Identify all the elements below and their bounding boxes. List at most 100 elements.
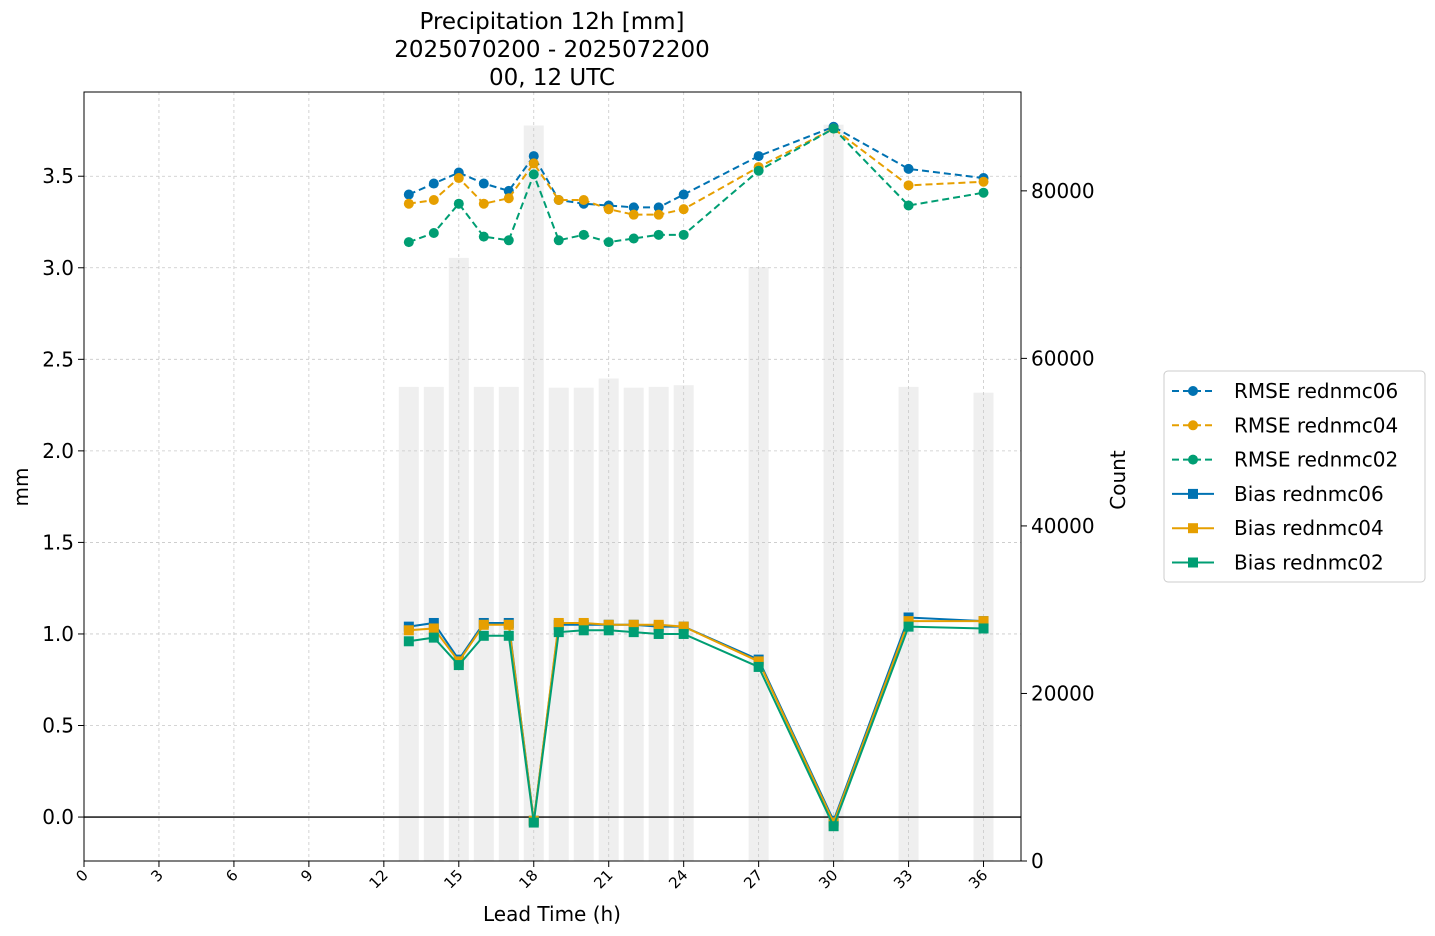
data-point [403,198,414,209]
y-tick-label: 1.0 [42,622,74,646]
grid [83,92,1021,861]
series-line [408,620,984,826]
legend-entry: RMSE rednmc06 [1172,379,1398,403]
data-point [478,198,489,209]
chart-title-line-2: 2025070200 - 2025072200 [394,37,710,63]
data-point [653,202,664,213]
count-bar [598,378,619,861]
legend-label: Bias rednmc06 [1234,482,1384,506]
data-point [578,195,589,206]
data-point [578,625,589,636]
y2-tick-label: 40000 [1031,514,1095,538]
x-tick-label: 0 [72,866,91,885]
series-line [408,127,984,216]
y2-axis-ticks: 0 20000 40000 60000 80000 [1021,179,1095,873]
data-point [628,233,639,244]
legend-marker [1188,454,1198,465]
legend-entry: Bias rednmc02 [1172,551,1384,575]
legend-entry: Bias rednmc06 [1172,482,1384,506]
data-point [678,628,689,639]
data-point [678,204,689,215]
data-point [453,198,464,209]
y-tick-label: 2.5 [42,347,74,371]
data-point [753,165,764,176]
data-point [478,630,489,641]
series-lines [403,121,989,832]
data-point [753,151,764,162]
y-tick-label: 1.5 [42,530,74,554]
series-rmse-rednmc04 [403,123,989,220]
x-tick-label: 12 [365,866,391,892]
data-point [578,617,589,628]
series-rmse-rednmc06 [403,121,989,213]
legend-label: RMSE rednmc04 [1234,413,1398,437]
data-point [628,202,639,213]
data-point [678,229,689,240]
legend-entries: RMSE rednmc06 RMSE rednmc04 RMSE rednmc02 B… [1172,379,1398,575]
x-tick-label: 21 [590,866,616,892]
data-point [553,617,564,628]
y-tick-label: 2.0 [42,439,74,463]
legend-marker [1188,386,1198,396]
data-point [428,178,439,189]
series-line [408,125,984,209]
data-point [553,195,564,206]
data-point [528,158,539,169]
data-point [653,619,664,630]
count-bar [823,124,844,862]
data-point [903,621,914,632]
legend-label: Bias rednmc02 [1234,551,1384,575]
legend-entry: RMSE rednmc04 [1172,413,1398,437]
data-point [578,229,589,240]
data-point [428,632,439,643]
x-tick-label: 18 [515,866,541,892]
data-point [428,227,439,238]
x-tick-label: 15 [440,866,466,892]
legend-label: Bias rednmc04 [1234,516,1384,540]
legend-marker [1188,420,1198,431]
data-point [478,178,489,189]
count-bar [448,257,469,861]
x-tick-label: 24 [665,866,691,892]
data-point [553,627,564,638]
y-axis-label: mm [9,468,33,507]
series-bias-rednmc02 [403,621,989,832]
x-axis-label: Lead Time (h) [483,902,621,926]
data-point [628,209,639,220]
y-axis-ticks: 0.0 0.5 1.0 1.5 2.0 2.5 3.0 3.5 [42,164,84,829]
x-tick-label: 9 [297,866,316,885]
legend-label: RMSE rednmc02 [1234,448,1398,472]
data-point [828,123,839,134]
x-tick-label: 36 [965,866,991,892]
legend-entry: RMSE rednmc02 [1172,448,1398,472]
legend-entry: Bias rednmc04 [1172,516,1384,540]
x-axis-ticks: 0 3 6 9 12 15 18 21 24 27 30 33 36 [72,861,991,892]
legend-box [1163,370,1426,583]
y2-tick-label: 60000 [1031,346,1095,370]
x-tick-label: 27 [740,866,766,892]
data-point [903,200,914,211]
data-point [978,176,989,187]
count-bar [748,267,769,861]
data-point [903,180,914,191]
data-point [403,636,414,647]
data-point [603,237,614,248]
data-point [678,189,689,200]
y-tick-label: 3.5 [42,164,74,188]
plot-frame [83,91,1022,862]
y2-tick-label: 0 [1031,849,1044,873]
y-tick-label: 0.0 [42,805,74,829]
data-point [503,619,514,630]
x-tick-label: 6 [222,866,241,885]
series-rmse-rednmc02 [403,123,989,248]
data-point [903,163,914,174]
data-point [453,660,464,671]
legend-marker [1188,557,1198,568]
data-point [903,616,914,627]
data-point [503,235,514,246]
data-point [403,237,414,248]
data-point [403,189,414,200]
legend-label: RMSE rednmc06 [1234,379,1398,403]
data-point [553,235,564,246]
